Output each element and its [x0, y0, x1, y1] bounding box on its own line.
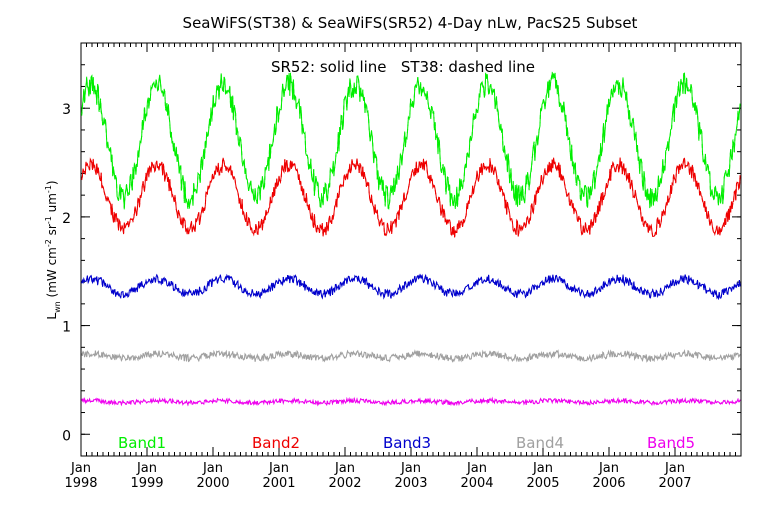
y-axis-label: Lwn (mW cm-2 sr-1 um-1): [44, 180, 62, 319]
x-tick-year-label: 1999: [130, 476, 163, 491]
legend: Band1 Band2 Band3 Band4 Band5: [118, 434, 695, 452]
x-tick-year-label: 2003: [394, 476, 427, 491]
x-tick-year-label: 2006: [592, 476, 625, 491]
x-tick-month-label: Jan: [400, 461, 421, 476]
x-tick-year-label: 1998: [64, 476, 97, 491]
series-line-sr52: [81, 273, 741, 301]
y-tick-label: 0: [62, 428, 71, 444]
x-axis: Jan1998Jan1999Jan2000Jan2001Jan2002Jan20…: [64, 43, 736, 491]
x-tick-year-label: 2004: [460, 476, 493, 491]
x-tick-month-label: Jan: [598, 461, 619, 476]
x-tick-month-label: Jan: [268, 461, 289, 476]
x-tick-year-label: 2000: [196, 476, 229, 491]
series-line-sr52: [81, 396, 741, 407]
legend-label: Band4: [516, 434, 564, 452]
y-tick-label: 3: [62, 102, 71, 118]
x-tick-month-label: Jan: [532, 461, 553, 476]
x-tick-month-label: Jan: [664, 461, 685, 476]
legend-label: Band3: [383, 434, 431, 452]
line-style-annotation: SR52: solid line ST38: dashed line: [271, 58, 535, 76]
legend-label: Band2: [252, 434, 300, 452]
x-tick-month-label: Jan: [466, 461, 487, 476]
x-tick-year-label: 2002: [328, 476, 361, 491]
series-line-st38: [81, 273, 741, 301]
series-layer: [81, 71, 741, 407]
series-line-sr52: [81, 72, 741, 209]
series-line-st38: [81, 348, 741, 364]
series-line-st38: [81, 157, 741, 238]
chart-title: SeaWiFS(ST38) & SeaWiFS(SR52) 4-Day nLw,…: [183, 14, 638, 32]
series-line-st38: [81, 71, 741, 211]
x-tick-year-label: 2001: [262, 476, 295, 491]
legend-label: Band5: [647, 434, 695, 452]
x-tick-month-label: Jan: [202, 461, 223, 476]
legend-label: Band1: [118, 434, 166, 452]
series-line-st38: [81, 396, 741, 407]
x-tick-year-label: 2005: [526, 476, 559, 491]
y-tick-label: 2: [62, 211, 71, 227]
x-tick-year-label: 2007: [658, 476, 691, 491]
x-tick-month-label: Jan: [334, 461, 355, 476]
y-axis: 0 1 2 3: [62, 42, 741, 457]
series-line-sr52: [81, 348, 741, 363]
x-tick-month-label: Jan: [70, 461, 91, 476]
y-tick-label: 1: [62, 320, 71, 336]
x-tick-month-label: Jan: [136, 461, 157, 476]
